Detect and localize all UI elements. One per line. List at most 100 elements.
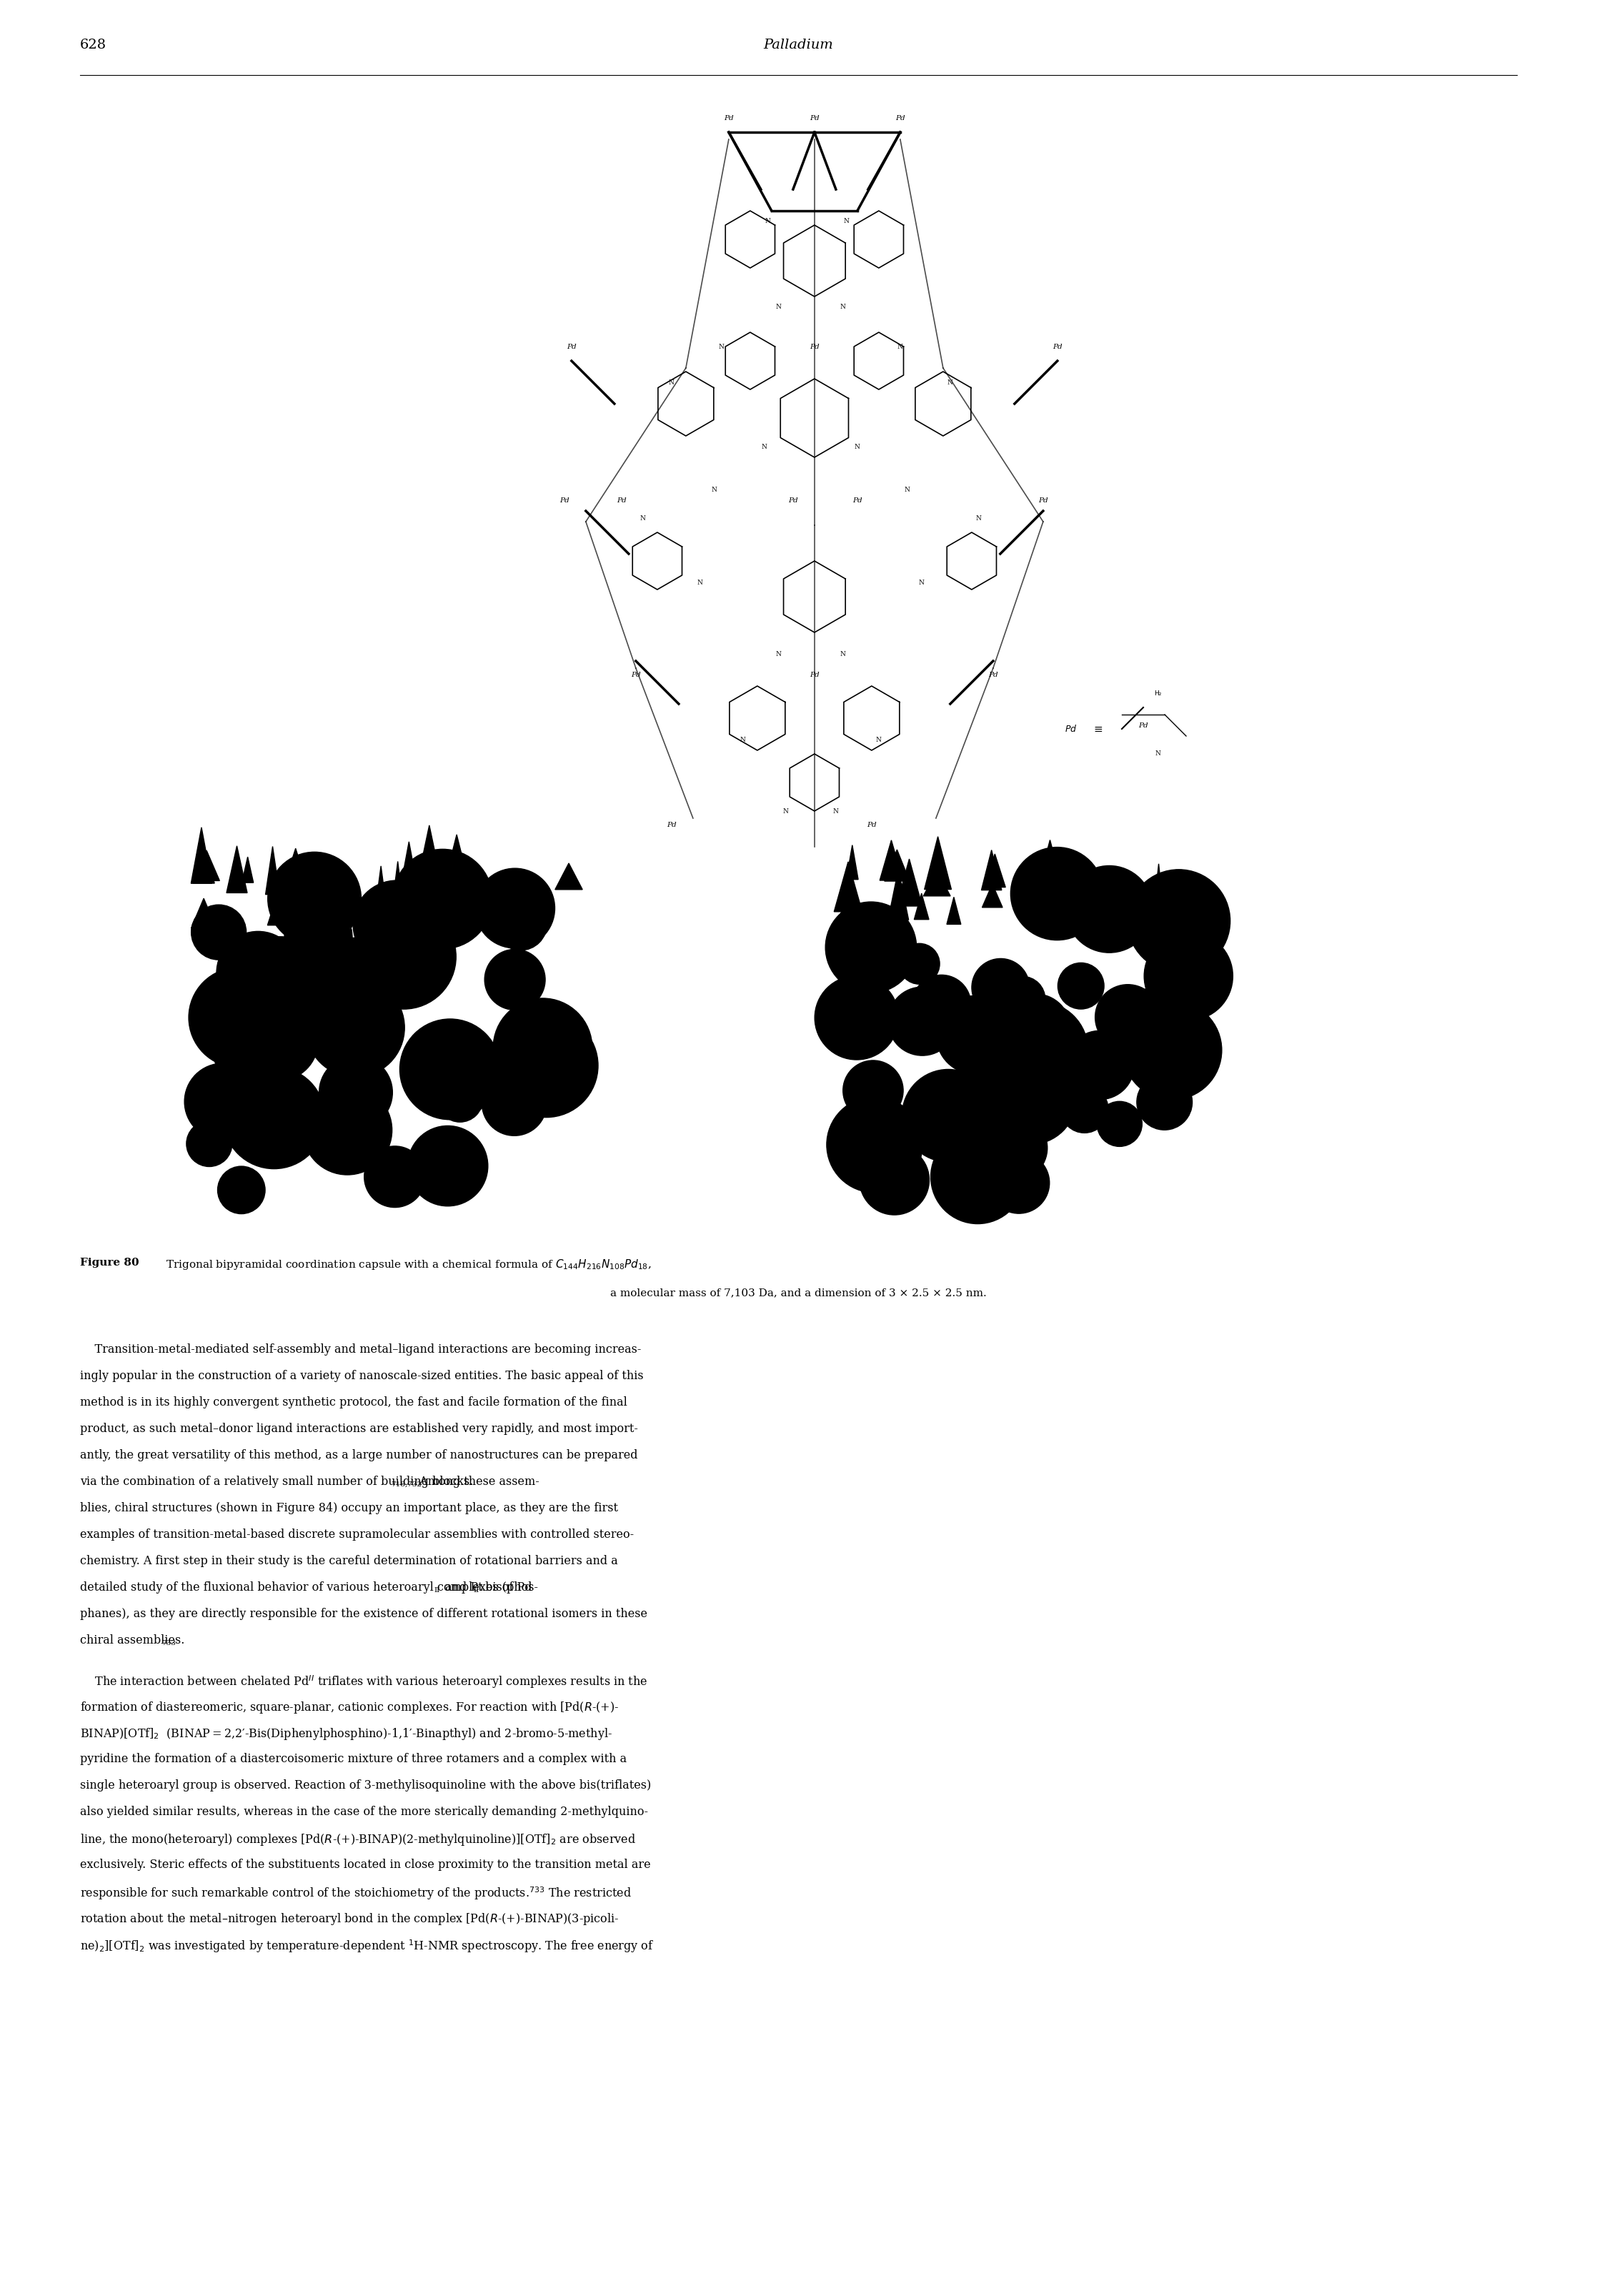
Circle shape: [305, 937, 404, 1038]
Circle shape: [984, 1052, 1076, 1143]
Text: phanes), as they are directly responsible for the existence of different rotatio: phanes), as they are directly responsibl…: [80, 1607, 647, 1621]
Text: and Pt: and Pt: [442, 1582, 482, 1593]
Text: Pd: Pd: [867, 822, 877, 829]
Circle shape: [353, 879, 441, 969]
Text: N: N: [719, 344, 725, 349]
Polygon shape: [192, 898, 216, 928]
Polygon shape: [1056, 875, 1068, 930]
Text: N: N: [698, 579, 703, 585]
Text: ingly popular in the construction of a variety of nanoscale-sized entities. The : ingly popular in the construction of a v…: [80, 1371, 644, 1382]
Text: N: N: [840, 650, 846, 657]
Text: N: N: [918, 579, 925, 585]
Circle shape: [399, 1019, 500, 1120]
Circle shape: [1057, 962, 1104, 1008]
Text: N: N: [877, 737, 882, 744]
Text: N: N: [776, 650, 781, 657]
Circle shape: [1011, 847, 1104, 939]
Text: Pd: Pd: [559, 498, 569, 503]
Circle shape: [236, 937, 326, 1026]
Text: via the combination of a relatively small number of building blocks.: via the combination of a relatively smal…: [80, 1476, 473, 1488]
Polygon shape: [982, 850, 1001, 891]
Text: Transition-metal-mediated self-assembly and metal–ligand interactions are becomi: Transition-metal-mediated self-assembly …: [80, 1343, 642, 1355]
Polygon shape: [291, 859, 311, 914]
Text: N: N: [898, 344, 902, 349]
Polygon shape: [265, 847, 279, 895]
Circle shape: [947, 1132, 1014, 1199]
Text: N: N: [976, 514, 982, 521]
Circle shape: [303, 1086, 391, 1176]
Text: Pd: Pd: [631, 673, 640, 677]
Text: Pd: Pd: [810, 115, 819, 122]
Polygon shape: [982, 884, 1003, 907]
Circle shape: [990, 1001, 1088, 1100]
Polygon shape: [1102, 882, 1113, 930]
Text: antly, the great versatility of this method, as a large number of nanostructures: antly, the great versatility of this met…: [80, 1449, 637, 1460]
Text: a molecular mass of 7,103 Da, and a dimension of 3 × 2.5 × 2.5 nm.: a molecular mass of 7,103 Da, and a dime…: [610, 1288, 987, 1297]
Text: Pd: Pd: [810, 344, 819, 351]
Circle shape: [827, 1097, 923, 1192]
Text: N: N: [904, 487, 910, 494]
Polygon shape: [834, 861, 862, 912]
Text: chiral assemblies.: chiral assemblies.: [80, 1635, 185, 1646]
Text: Pd: Pd: [789, 498, 798, 503]
Text: ne)$_2$][OTf]$_2$ was investigated by temperature-dependent $^1$H-NMR spectrosco: ne)$_2$][OTf]$_2$ was investigated by te…: [80, 1938, 655, 1954]
Circle shape: [224, 1068, 326, 1169]
Circle shape: [393, 850, 492, 948]
Polygon shape: [192, 827, 212, 884]
Circle shape: [1127, 870, 1230, 974]
Text: N: N: [843, 218, 850, 225]
Circle shape: [299, 948, 359, 1008]
Text: line, the mono(heteroaryl) complexes [Pd($R$-(+)-BINAP)(2-methylquinoline)][OTf]: line, the mono(heteroaryl) complexes [Pd…: [80, 1832, 636, 1848]
Circle shape: [305, 978, 404, 1077]
Polygon shape: [896, 859, 921, 907]
Text: bis(phos-: bis(phos-: [481, 1582, 538, 1593]
Text: Palladium: Palladium: [763, 39, 834, 51]
Circle shape: [351, 905, 457, 1010]
Circle shape: [1000, 994, 1070, 1065]
Circle shape: [1123, 1001, 1222, 1100]
Circle shape: [495, 1015, 599, 1118]
Text: Pd: Pd: [1038, 498, 1048, 503]
Circle shape: [1060, 1086, 1108, 1132]
Text: also yielded similar results, whereas in the case of the more sterically demandi: also yielded similar results, whereas in…: [80, 1805, 648, 1818]
Polygon shape: [284, 847, 307, 884]
Text: rotation about the metal–nitrogen heteroaryl bond in the complex [Pd($R$-(+)-BIN: rotation about the metal–nitrogen hetero…: [80, 1913, 620, 1926]
Polygon shape: [888, 870, 909, 921]
Text: Pd: Pd: [896, 115, 905, 122]
Circle shape: [228, 1086, 292, 1150]
Circle shape: [1143, 932, 1233, 1019]
Text: examples of transition-metal-based discrete supramolecular assemblies with contr: examples of transition-metal-based discr…: [80, 1529, 634, 1541]
Text: N: N: [739, 737, 746, 744]
Circle shape: [187, 1120, 232, 1166]
Polygon shape: [535, 898, 546, 923]
Circle shape: [1096, 985, 1161, 1049]
Text: Pd: Pd: [1139, 723, 1148, 728]
Circle shape: [474, 868, 554, 948]
Polygon shape: [241, 856, 254, 882]
Text: Pd: Pd: [853, 498, 862, 503]
Polygon shape: [1153, 863, 1164, 916]
Polygon shape: [913, 893, 929, 918]
Circle shape: [859, 1146, 929, 1215]
Text: $Pd$: $Pd$: [1065, 723, 1078, 735]
Circle shape: [493, 999, 592, 1097]
Circle shape: [960, 1038, 1051, 1130]
Circle shape: [814, 976, 899, 1061]
Circle shape: [931, 1130, 1025, 1224]
Circle shape: [238, 1001, 318, 1081]
Polygon shape: [418, 824, 441, 879]
Circle shape: [217, 932, 300, 1015]
Circle shape: [912, 976, 971, 1033]
Circle shape: [936, 996, 1014, 1075]
Circle shape: [268, 852, 361, 946]
Text: product, as such metal–donor ligand interactions are established very rapidly, a: product, as such metal–donor ligand inte…: [80, 1424, 637, 1435]
Circle shape: [969, 1029, 1052, 1114]
Text: single heteroaryl group is observed. Reaction of 3-methylisoquinoline with the a: single heteroaryl group is observed. Rea…: [80, 1779, 652, 1791]
Text: 733: 733: [161, 1639, 176, 1646]
Text: N: N: [1155, 751, 1161, 758]
Circle shape: [843, 1061, 904, 1120]
Circle shape: [1000, 976, 1044, 1022]
Circle shape: [466, 886, 509, 932]
Circle shape: [1065, 1031, 1134, 1100]
Circle shape: [438, 1077, 482, 1123]
